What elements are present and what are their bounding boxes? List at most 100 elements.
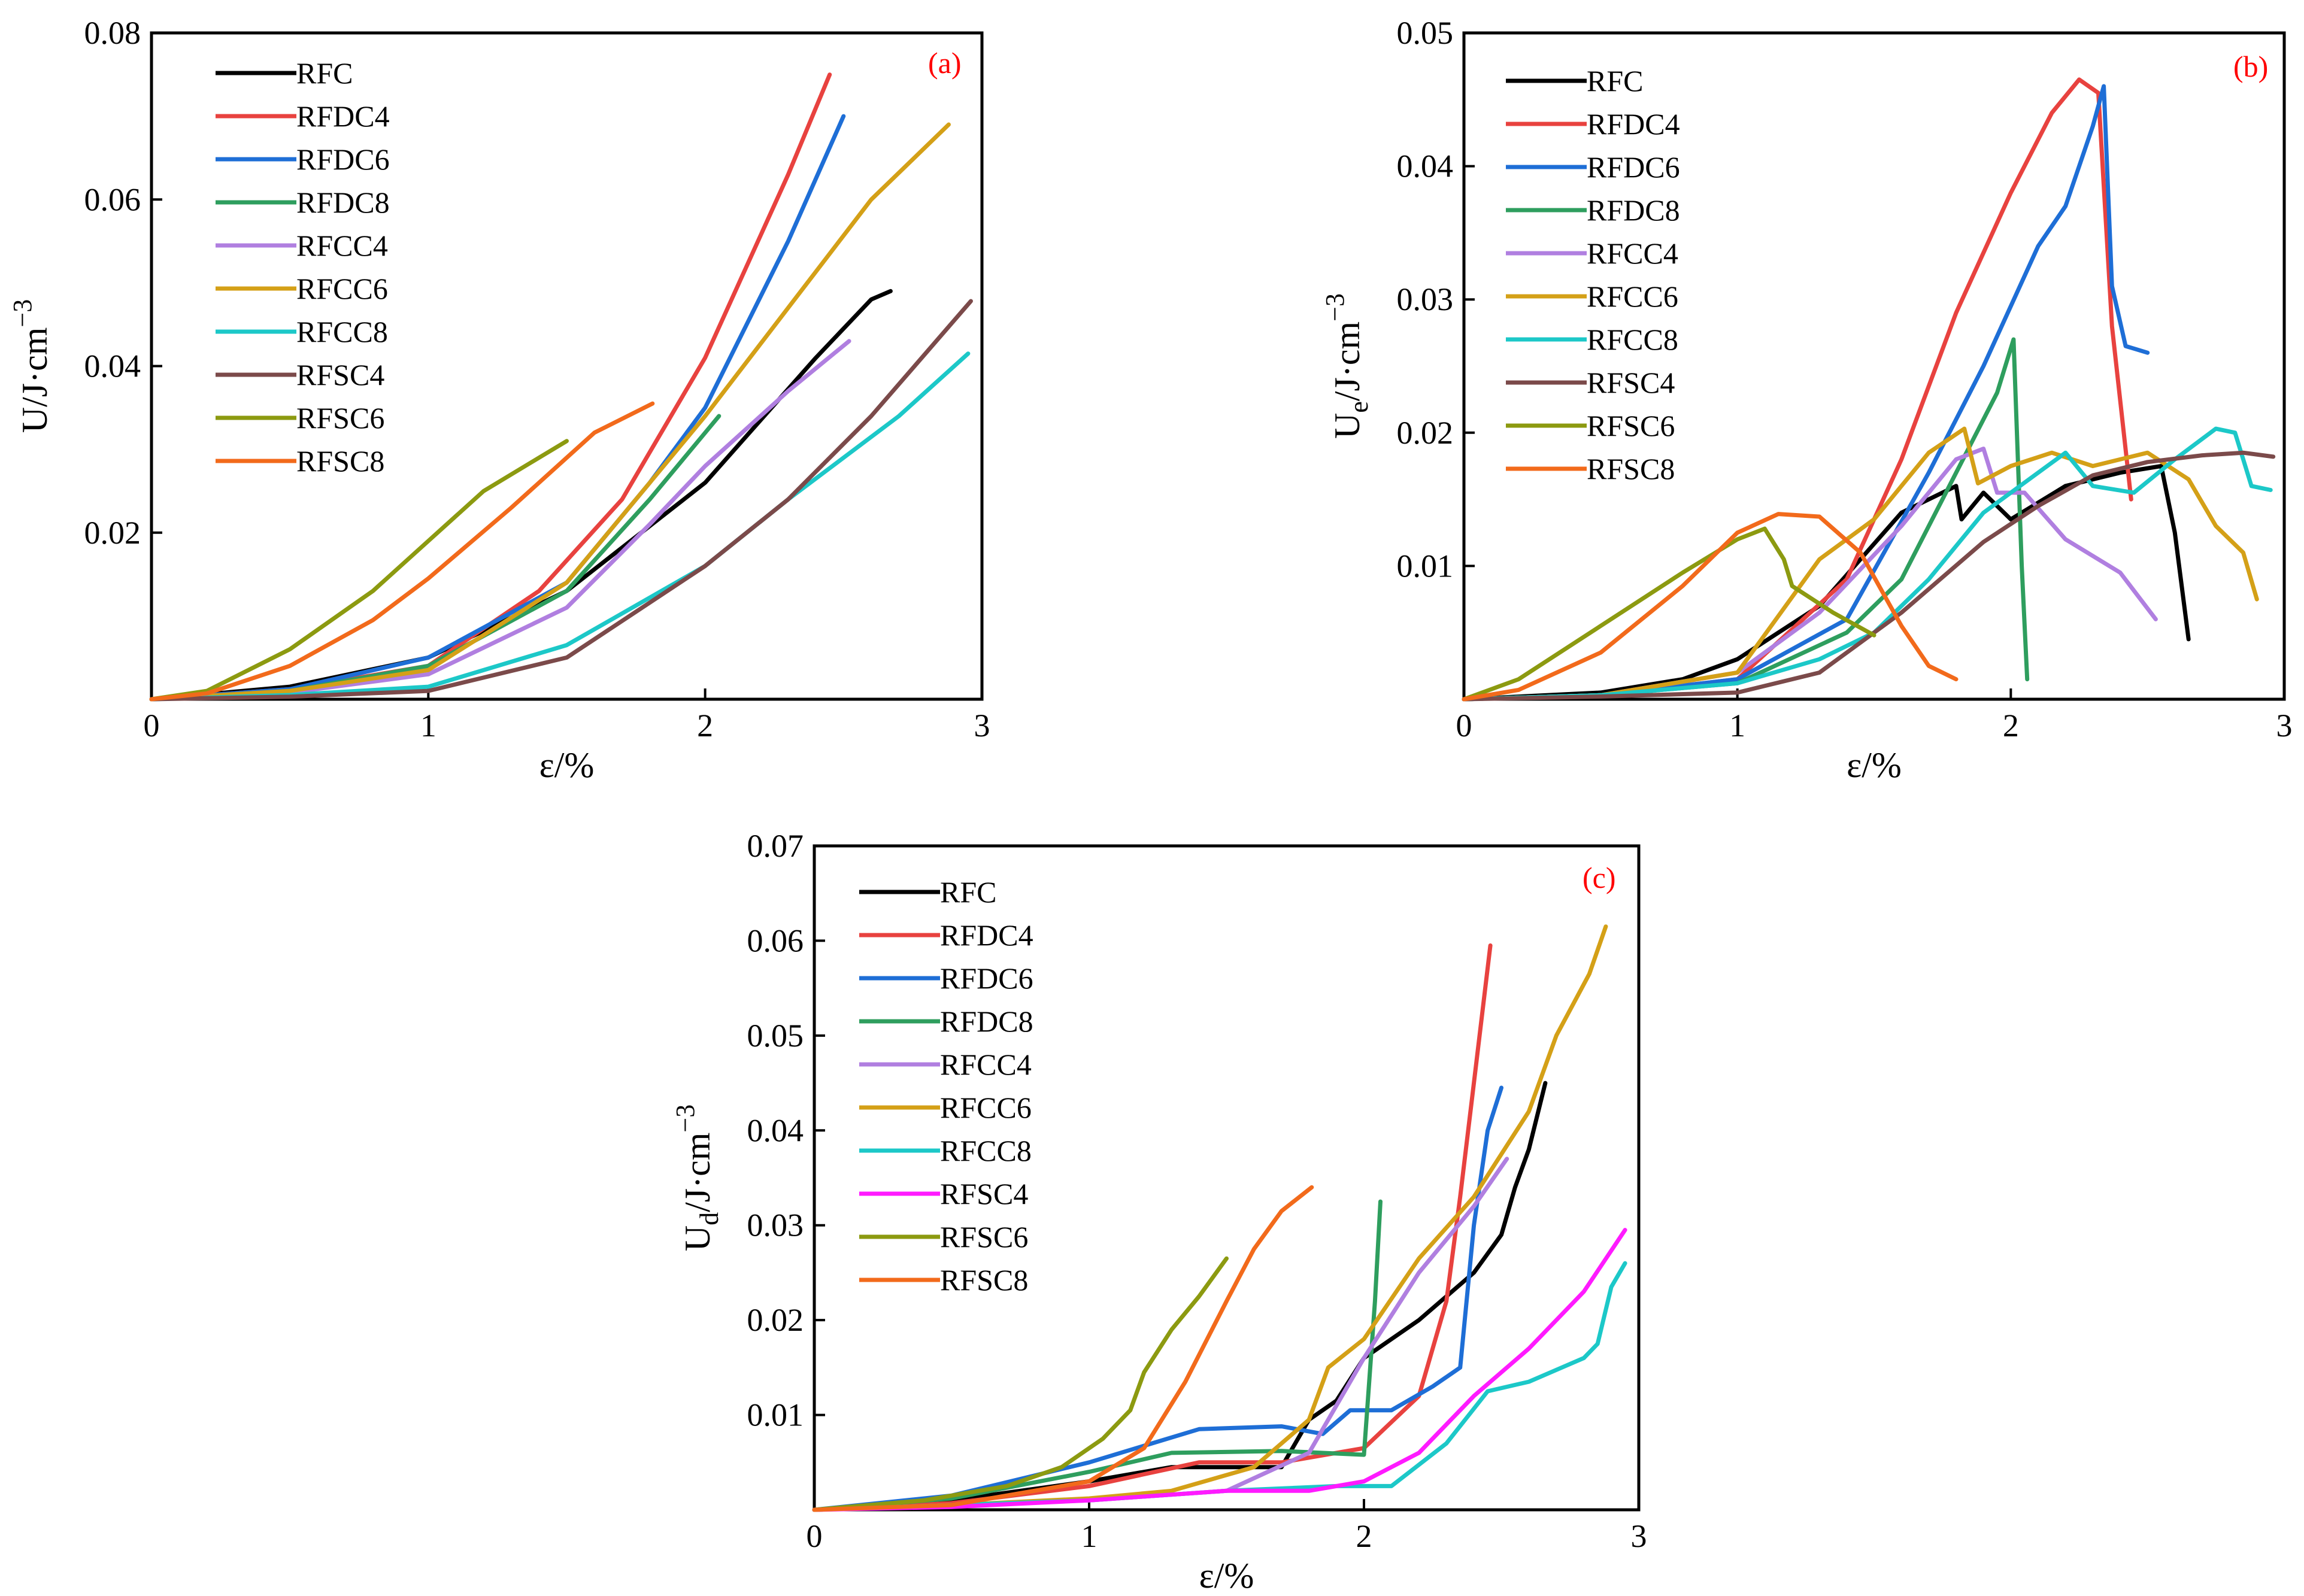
x-axis-title: ε/% [1199, 1556, 1254, 1595]
y-axis-title: Ud/J·cm−3 [671, 1105, 724, 1251]
legend-label-rfc: RFC [1587, 64, 1644, 98]
y-tick-label: 0.08 [84, 15, 141, 51]
series-line-rfdc6 [812, 1085, 1503, 1512]
legend-label-rfdc8: RFDC8 [296, 186, 390, 219]
series-line-rfc [1462, 464, 2191, 702]
legend-label-rfcc4: RFCC4 [940, 1048, 1032, 1081]
x-tick-label: 0 [807, 1518, 823, 1554]
x-tick-label: 0 [144, 708, 160, 744]
y-axis-title: U/J·cm−3 [8, 299, 54, 433]
y-tick-label: 0.01 [1397, 548, 1454, 584]
legend-label-rfdc8: RFDC8 [1587, 193, 1680, 227]
legend-label-rfsc8: RFSC8 [1587, 452, 1675, 486]
y-tick-label: 0.04 [1397, 148, 1454, 184]
series-line-rfdc4 [1462, 77, 2133, 702]
legend-label-rfsc6: RFSC6 [940, 1220, 1028, 1254]
series-line-rfcc6 [149, 122, 951, 702]
plot-frame [150, 31, 984, 701]
legend-label-rfcc6: RFCC6 [940, 1091, 1032, 1124]
legend-label-rfcc8: RFCC8 [296, 315, 388, 348]
plot-frame [813, 844, 1641, 1512]
x-tick-label: 2 [2003, 708, 2019, 744]
y-tick-label: 0.03 [747, 1207, 804, 1243]
series-line-rfcc8 [812, 1261, 1627, 1512]
legend-label-rfdc4: RFDC4 [940, 918, 1033, 952]
legend-label-rfcc6: RFCC6 [1587, 280, 1678, 313]
chart-panel-2: 0 1 2 3 0.01 0.02 0.03 0.04 0.05 ε/% Ue/J·cm−3 RFC R… [1320, 15, 2293, 785]
legend-label-rfsc4: RFSC4 [940, 1177, 1028, 1210]
chart-panel-1: 0 1 2 3 0.02 0.04 0.06 0.08 ε/% U/J·cm−3 RFC RFDC4 R… [8, 15, 990, 785]
legend-label-rfdc4: RFDC4 [1587, 107, 1680, 141]
legend-label-rfc: RFC [940, 875, 997, 909]
series-line-rfsc8 [812, 1185, 1314, 1512]
legend-label-rfc: RFC [296, 56, 353, 90]
legend-label-rfcc4: RFCC4 [1587, 236, 1678, 270]
y-tick-label: 0.06 [84, 181, 141, 217]
series-line-rfdc8 [149, 414, 721, 702]
legend-label-rfsc6: RFSC6 [296, 401, 384, 435]
series-line-rfsc4 [149, 299, 973, 702]
series-line-rfsc6 [812, 1256, 1229, 1512]
y-tick-label: 0.06 [747, 923, 804, 958]
legend-label-rfdc4: RFDC4 [296, 99, 390, 133]
legend-label-rfcc6: RFCC6 [296, 272, 388, 305]
legend-label-rfcc8: RFCC8 [940, 1134, 1032, 1167]
x-tick-label: 3 [1631, 1518, 1647, 1554]
x-tick-label: 1 [420, 708, 436, 744]
x-tick-label: 2 [1356, 1518, 1372, 1554]
series-line-rfc [149, 289, 893, 702]
y-tick-label: 0.07 [747, 828, 804, 864]
series-line-rfsc4 [812, 1228, 1627, 1512]
y-tick-label: 0.01 [747, 1397, 804, 1433]
series-line-rfcc8 [1462, 426, 2273, 702]
series-line-rfdc8 [812, 1199, 1383, 1512]
x-axis-title: ε/% [539, 745, 595, 785]
panel-label: (a) [928, 46, 962, 80]
legend-label-rfdc6: RFDC6 [940, 961, 1033, 995]
y-tick-label: 0.02 [1397, 415, 1454, 451]
series-line-rfcc8 [149, 351, 971, 702]
series-line-rfcc6 [812, 924, 1608, 1512]
x-tick-label: 3 [2276, 708, 2293, 744]
legend-label-rfsc6: RFSC6 [1587, 409, 1675, 442]
x-tick-label: 2 [697, 708, 713, 744]
legend-label-rfdc6: RFDC6 [1587, 150, 1680, 184]
legend-label-rfcc4: RFCC4 [296, 229, 388, 262]
y-tick-label: 0.03 [1397, 281, 1454, 317]
legend-label-rfdc8: RFDC8 [940, 1005, 1033, 1038]
legend-label-rfsc4: RFSC4 [1587, 366, 1675, 399]
legend-label-rfsc8: RFSC8 [296, 444, 384, 478]
y-tick-label: 0.02 [747, 1302, 804, 1338]
y-axis-title: Ue/J·cm−3 [1320, 293, 1374, 439]
plot-frame [1462, 31, 2286, 701]
legend-label-rfdc6: RFDC6 [296, 142, 390, 176]
panel-label: (c) [1583, 861, 1616, 894]
y-tick-label: 0.05 [747, 1018, 804, 1054]
series-line-rfdc4 [812, 943, 1493, 1512]
y-tick-label: 0.02 [84, 515, 141, 551]
chart-panel-3: 0 1 2 3 0.01 0.02 0.03 0.04 0.05 0.06 0.07 ε/% Ud/J·… [671, 828, 1647, 1595]
x-tick-label: 1 [1081, 1518, 1098, 1554]
x-tick-label: 1 [1729, 708, 1745, 744]
series-line-rfcc4 [149, 339, 851, 702]
series-line-rfsc6 [149, 439, 569, 702]
legend-label-rfcc8: RFCC8 [1587, 323, 1678, 356]
series-line-rfdc6 [1462, 84, 2150, 702]
series-line-rfsc6 [1462, 526, 1876, 702]
series-line-rfcc6 [1462, 426, 2259, 702]
y-tick-label: 0.05 [1397, 15, 1454, 51]
series-line-rfc [812, 1081, 1548, 1512]
x-axis-title: ε/% [1847, 745, 1902, 785]
panel-label: (b) [2233, 50, 2268, 83]
legend-label-rfsc4: RFSC4 [296, 358, 384, 392]
series-line-rfsc8 [1462, 512, 1959, 702]
legend-label-rfsc8: RFSC8 [940, 1263, 1028, 1297]
series-line-rfsc4 [1462, 450, 2276, 702]
series-line-rfsc8 [149, 401, 655, 702]
y-tick-label: 0.04 [747, 1112, 804, 1148]
x-tick-label: 0 [1456, 708, 1472, 744]
series-line-rfdc8 [1462, 337, 2030, 702]
x-tick-label: 3 [974, 708, 990, 744]
y-tick-label: 0.04 [84, 348, 141, 384]
